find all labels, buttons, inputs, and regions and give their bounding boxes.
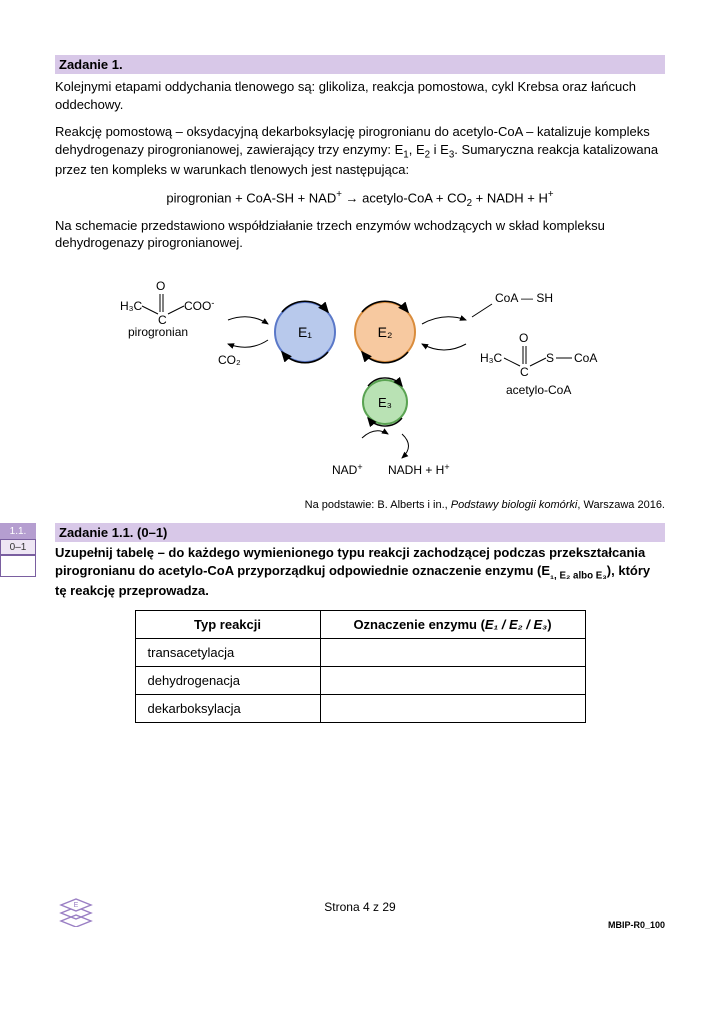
ans-3[interactable] [320,694,585,722]
svg-text:H₃C: H₃C [120,299,143,313]
side-score-boxes: 1.1. 0–1 [0,523,36,577]
page-number: Strona 4 z 29 [55,900,665,914]
eq-tail: + NADH + H [472,190,548,205]
subtask-instruction: Uzupełnij tabelę – do każdego wymienione… [55,544,665,600]
co2-label: CO₂ [218,353,241,367]
summary-equation: pirogronian + CoA-SH + NAD+ → acetylo-Co… [55,189,665,209]
eq-arrow: → acetylo-CoA + CO [342,190,467,205]
nadh-label: NADH + H+ [388,462,450,477]
acetyl-coa-label: acetylo-CoA [506,383,571,397]
e3-label: E₃ [378,395,392,410]
coa-sh-label: CoA — SH [495,291,553,305]
side-points: 0–1 [0,539,36,555]
acetyl-coa-structure: H₃C C O S CoA acetylo-CoA [480,331,597,397]
th-type: Typ reakcji [135,610,320,638]
diagram-caption: Na podstawie: B. Alberts i in., Podstawy… [55,499,665,511]
row-dehydrogenation: dehydrogenacja [135,666,320,694]
svg-text:C: C [520,365,529,379]
row-transacetylation: transacetylacja [135,638,320,666]
doc-code: MBIP-R0_100 [55,920,665,930]
row-decarboxylation: dekarboksylacja [135,694,320,722]
th-enzyme: Oznaczenie enzymu (E₁ / E₂ / E₃) [320,610,585,638]
svg-text:S: S [546,351,554,365]
task-header: Zadanie 1. [55,55,665,74]
pyruvate-structure: H₃C C O COO- pirogronian [120,279,214,339]
intro-paragraph-3: Na schemacie przedstawiono współdziałani… [55,217,665,252]
answer-table: Typ reakcji Oznaczenie enzymu (E₁ / E₂ /… [135,610,586,723]
svg-text:COO-: COO- [184,298,214,313]
svg-text:O: O [156,279,165,293]
intro-paragraph-1: Kolejnymi etapami oddychania tlenowego s… [55,78,665,113]
caption-italic: Podstawy biologii komórki [451,499,578,511]
footer-stack-icon: E [55,895,97,930]
side-num: 1.1. [0,523,36,539]
coa-label: CoA [574,351,597,365]
e2-label: E₂ [378,324,393,340]
caption-post: , Warszawa 2016. [577,499,665,511]
caption-pre: Na podstawie: B. Alberts i in., [305,499,451,511]
pyruvate-label: pirogronian [128,325,188,339]
svg-text:H₃C: H₃C [480,351,503,365]
ans-2[interactable] [320,666,585,694]
eq-left: pirogronian + CoA-SH + NAD [166,190,336,205]
side-empty [0,555,36,577]
svg-text:O: O [519,331,528,345]
svg-text:E: E [74,902,79,909]
e1-label: E₁ [298,324,312,340]
enzyme-diagram: H₃C C O COO- pirogronian CO₂ E₁ E₂ [55,262,665,495]
subtask-header: Zadanie 1.1. (0–1) [55,523,665,542]
nad-label: NAD+ [332,462,363,477]
ans-1[interactable] [320,638,585,666]
intro-paragraph-2: Reakcję pomostową – oksydacyjną dekarbok… [55,123,665,179]
